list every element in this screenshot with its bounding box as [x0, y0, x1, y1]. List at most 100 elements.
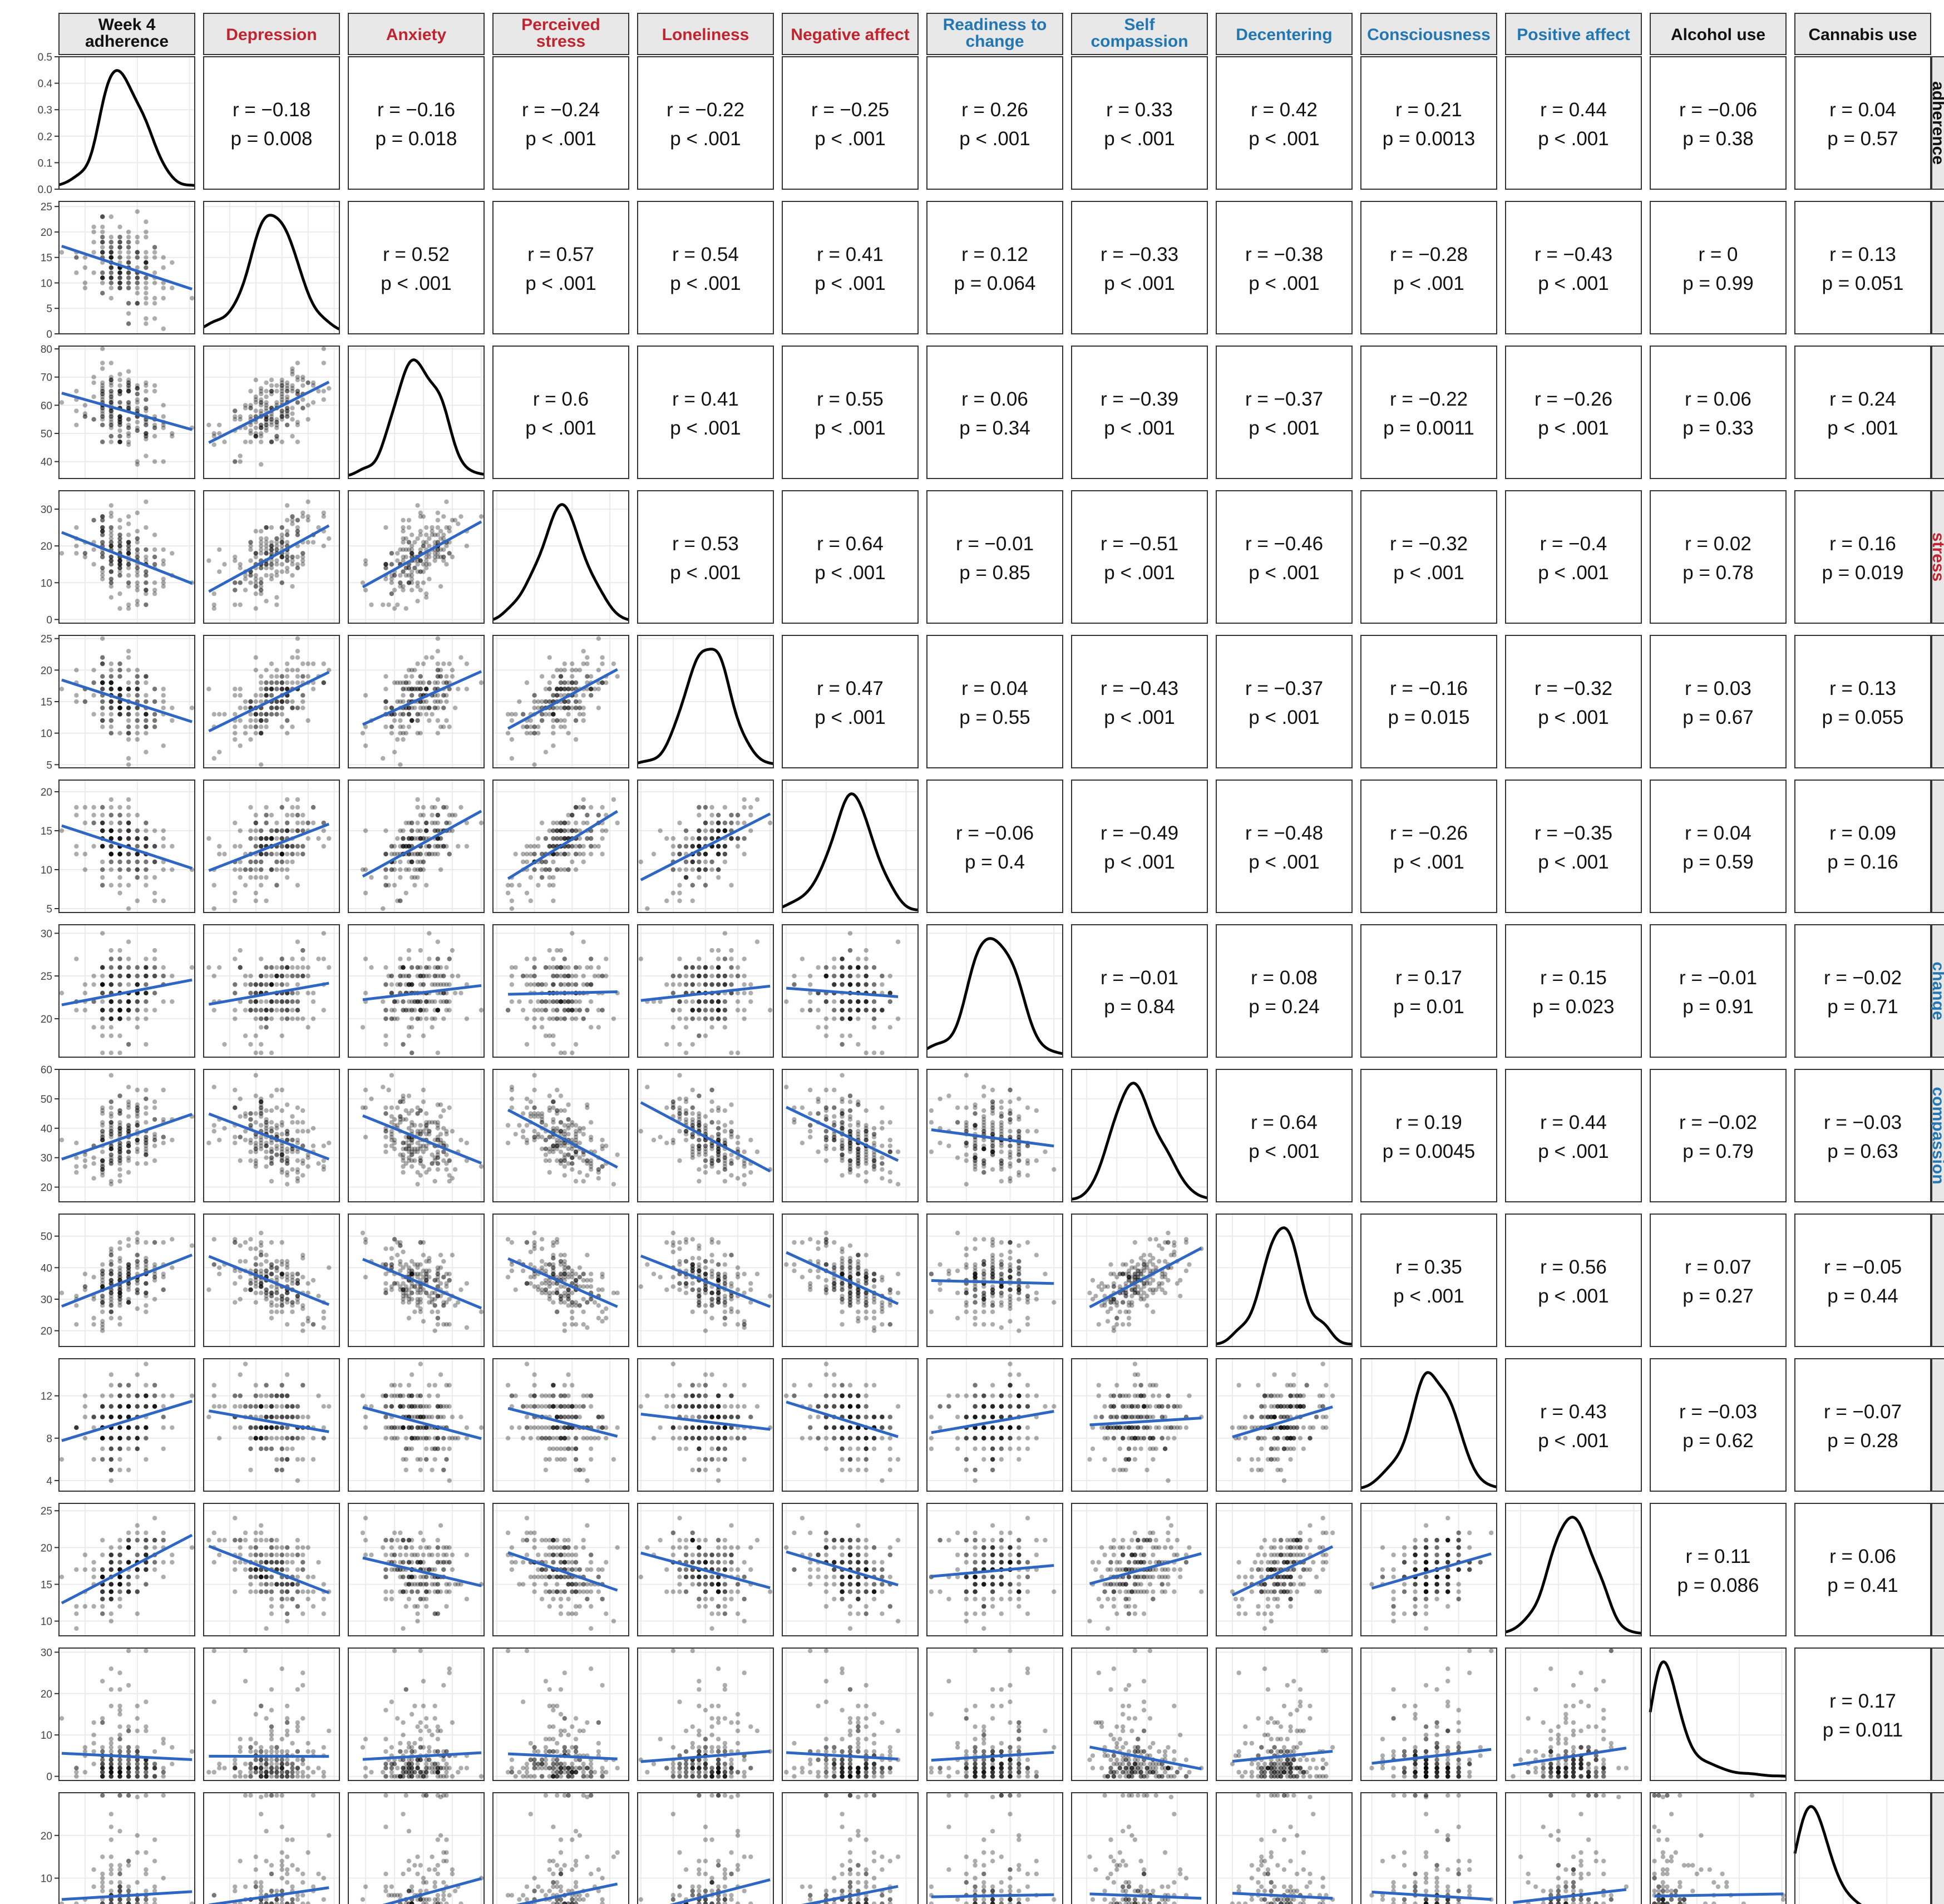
data-point: [295, 517, 300, 523]
correlation-p-label: p = 0.59: [1683, 851, 1753, 873]
data-point: [543, 836, 549, 841]
data-point: [279, 1008, 284, 1013]
data-point: [152, 948, 157, 953]
data-point: [295, 797, 300, 802]
data-point: [690, 898, 695, 904]
correlation-r-label: r = −0.06: [956, 822, 1034, 844]
data-point: [108, 270, 114, 275]
correlation-p-label: p = 0.16: [1827, 851, 1898, 873]
data-point: [600, 828, 605, 833]
correlation-p-label: p < .001: [1249, 128, 1319, 150]
data-point: [135, 547, 140, 552]
data-point: [126, 417, 131, 422]
panel-border: [637, 201, 774, 334]
data-point: [259, 425, 264, 431]
correlation-p-label: p < .001: [815, 128, 885, 150]
data-point: [152, 973, 157, 979]
data-point: [126, 565, 131, 570]
data-point: [403, 674, 408, 679]
data-point: [290, 990, 295, 996]
correlation-p-label: p < .001: [1538, 562, 1609, 584]
data-point: [555, 1008, 560, 1013]
data-point: [259, 433, 264, 439]
correlation-r-label: r = 0.06: [961, 388, 1028, 410]
data-point: [279, 1016, 284, 1022]
row-strip-bg: [1931, 1792, 1944, 1904]
panel-5-7: r = −0.49p < .001: [1071, 780, 1208, 913]
data-point: [243, 1033, 248, 1038]
data-point: [144, 408, 149, 413]
row-strip-bg: [1931, 635, 1944, 768]
data-point: [108, 391, 114, 397]
data-point: [248, 875, 253, 880]
correlation-r-label: r = 0.09: [1829, 822, 1896, 844]
data-point: [295, 844, 300, 849]
data-point: [401, 1008, 406, 1013]
data-point: [144, 265, 149, 270]
data-point: [100, 411, 105, 416]
data-point: [285, 820, 290, 826]
data-point: [421, 661, 426, 667]
data-point: [253, 999, 258, 1004]
data-point: [406, 517, 412, 523]
data-point: [108, 265, 114, 270]
data-point: [403, 573, 408, 578]
data-point: [589, 999, 594, 1004]
data-point: [117, 867, 122, 872]
data-point: [100, 250, 105, 255]
data-point: [697, 867, 702, 872]
correlation-r-label: r = 0.6: [533, 388, 589, 410]
data-point: [295, 939, 300, 944]
data-point: [864, 965, 869, 970]
data-point: [82, 414, 88, 419]
data-point: [456, 687, 461, 692]
data-point: [144, 255, 149, 260]
row-strip-bg: [1931, 1647, 1944, 1781]
data-point: [100, 540, 105, 545]
column-header-strip: [58, 13, 195, 55]
data-point: [432, 706, 437, 711]
data-point: [126, 999, 131, 1004]
column-header-strip: [348, 13, 485, 55]
data-point: [108, 280, 114, 285]
data-point: [117, 1008, 122, 1013]
data-point: [536, 836, 541, 841]
data-point: [295, 400, 300, 405]
data-point: [403, 890, 408, 896]
data-point: [279, 836, 284, 841]
data-point: [259, 687, 264, 692]
data-point: [570, 812, 575, 818]
data-point: [406, 712, 412, 717]
data-point: [144, 295, 149, 301]
data-point: [415, 999, 420, 1004]
correlation-p-label: p < .001: [1104, 851, 1175, 873]
data-point: [117, 422, 122, 427]
data-point: [840, 965, 845, 970]
data-point: [274, 982, 279, 987]
data-point: [59, 828, 65, 833]
data-point: [415, 828, 420, 833]
data-point: [424, 965, 429, 970]
panel-bg: [1506, 57, 1641, 189]
data-point: [823, 1016, 829, 1022]
data-point: [117, 420, 122, 425]
correlation-r-label: r = −0.35: [1535, 822, 1612, 844]
panel-6-7: r = −0.01p = 0.84: [1071, 924, 1208, 1058]
data-point: [383, 1016, 388, 1022]
data-point: [279, 414, 284, 419]
data-point: [126, 551, 131, 556]
data-point: [555, 820, 560, 826]
data-point: [144, 580, 149, 585]
data-point: [269, 973, 274, 979]
data-point: [816, 965, 821, 970]
data-point: [100, 275, 105, 280]
data-point: [401, 554, 406, 560]
panel-6-2: [348, 924, 485, 1058]
data-point: [233, 890, 238, 896]
correlation-r-label: r = −0.02: [1824, 967, 1902, 989]
data-point: [108, 724, 114, 729]
data-point: [310, 1016, 316, 1022]
data-point: [82, 982, 88, 987]
data-point: [108, 867, 114, 872]
data-point: [269, 422, 274, 427]
